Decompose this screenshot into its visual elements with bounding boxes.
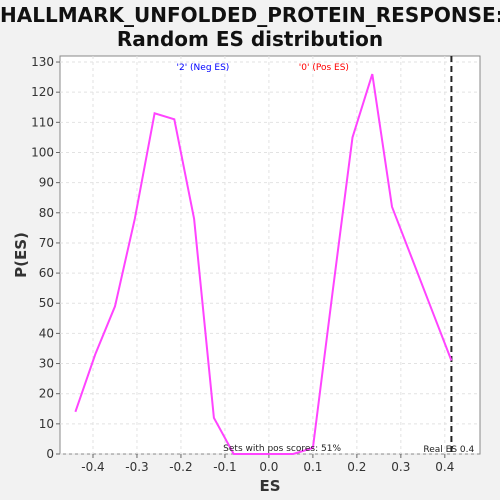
plot-area bbox=[59, 55, 481, 455]
y-tick-label: 80 bbox=[39, 206, 54, 220]
x-tick-label: -0.3 bbox=[125, 460, 148, 474]
chart-title-line2: Random ES distribution bbox=[116, 27, 384, 51]
x-tick-label: 0.1 bbox=[303, 460, 322, 474]
pos-es-label: '0' (Pos ES) bbox=[299, 63, 349, 73]
x-tick-label: 0.3 bbox=[391, 460, 410, 474]
y-axis: 0 10 20 30 40 50 60 70 80 90 100 110 120 130 bbox=[31, 55, 60, 461]
grid bbox=[60, 56, 480, 455]
y-tick-label: 50 bbox=[39, 296, 54, 310]
x-tick-label: 0.2 bbox=[347, 460, 366, 474]
pos-scores-text: Sets with pos scores: 51% bbox=[223, 444, 341, 454]
x-tick-label: -0.2 bbox=[169, 460, 192, 474]
y-tick-label: 130 bbox=[31, 55, 54, 69]
series-line bbox=[74, 73, 453, 455]
y-tick-label: 0 bbox=[46, 447, 54, 461]
y-axis-title: P(ES) bbox=[12, 232, 30, 278]
y-tick-label: 20 bbox=[39, 387, 54, 401]
x-tick-label: 0.4 bbox=[435, 460, 454, 474]
x-axis: -0.4 -0.3 -0.2 -0.1 0.0 0.1 0.2 0.3 0.4 bbox=[81, 454, 454, 474]
x-tick-label: -0.1 bbox=[213, 460, 236, 474]
y-tick-label: 120 bbox=[31, 85, 54, 99]
x-tick-label: 0.0 bbox=[259, 460, 278, 474]
y-tick-label: 60 bbox=[39, 266, 54, 280]
y-tick-label: 30 bbox=[39, 357, 54, 371]
x-axis-title: ES bbox=[259, 477, 280, 495]
neg-es-label: '2' (Neg ES) bbox=[177, 63, 230, 73]
y-tick-label: 100 bbox=[31, 145, 54, 159]
y-tick-label: 110 bbox=[31, 115, 54, 129]
y-tick-label: 40 bbox=[39, 326, 54, 340]
real-es-label: Real ES 0.4 bbox=[423, 445, 474, 455]
y-tick-label: 90 bbox=[39, 176, 54, 190]
y-tick-label: 10 bbox=[39, 417, 54, 431]
x-tick-label: -0.4 bbox=[81, 460, 104, 474]
y-tick-label: 70 bbox=[39, 236, 54, 250]
chart-title-line1: HALLMARK_UNFOLDED_PROTEIN_RESPONSE: bbox=[0, 3, 500, 27]
